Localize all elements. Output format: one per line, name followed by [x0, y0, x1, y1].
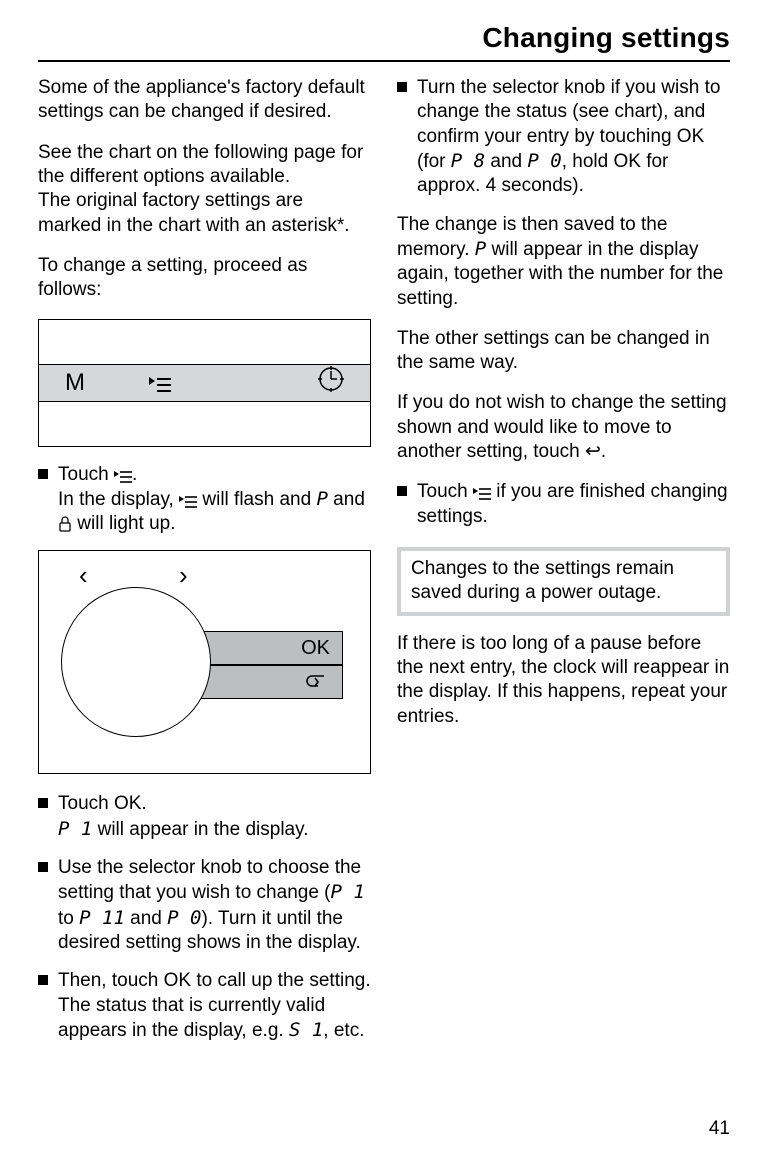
- code-P1b: P 1: [331, 881, 365, 903]
- b3-a: Use the selector knob to choose the sett…: [58, 857, 361, 903]
- lock-icon: [58, 516, 72, 532]
- intro-2a: See the chart on the following page for …: [38, 142, 363, 187]
- b1-post: .: [132, 464, 137, 485]
- right-step-2: Touch if you are finished changing setti…: [397, 480, 730, 529]
- rb1-mid: and: [485, 151, 527, 172]
- code-P: P: [316, 488, 327, 510]
- code-P11: P 11: [79, 907, 125, 929]
- page-number: 41: [38, 1118, 730, 1140]
- title-rule: [38, 60, 730, 62]
- left-step-2: Touch OK. P 1 will appear in the display…: [38, 792, 371, 842]
- selector-knob: [61, 587, 211, 737]
- code-P1: P 1: [58, 818, 92, 840]
- code-P2: P: [475, 238, 486, 260]
- right-step-1: Turn the selector knob if you wish to ch…: [397, 76, 730, 199]
- code-P0b: P 0: [527, 150, 561, 172]
- b2-a: Touch OK.: [58, 793, 147, 814]
- page-title: Changing settings: [38, 22, 730, 54]
- left-column: Some of the appliance's factory default …: [38, 76, 371, 1118]
- bullet-icon: [38, 975, 48, 985]
- b1-pre: Touch: [58, 464, 114, 485]
- ok-label: OK: [301, 636, 330, 662]
- left-step-3: Use the selector knob to choose the sett…: [38, 856, 371, 955]
- bullet-icon: [397, 486, 407, 496]
- b3-mid: to: [58, 908, 79, 929]
- code-P8: P 8: [451, 150, 485, 172]
- note-box: Changes to the settings remain saved dur…: [397, 547, 730, 616]
- mode-m-icon: M: [65, 371, 85, 395]
- intro-2b: The original factory settings are marked…: [38, 190, 350, 235]
- bullet-icon: [397, 82, 407, 92]
- list-icon: [149, 371, 171, 395]
- clock-icon: [318, 366, 344, 399]
- left-step-4: Then, touch OK to call up the setting. T…: [38, 969, 371, 1043]
- r-p4: If there is too long of a pause before t…: [397, 632, 730, 729]
- rb2-a: Touch: [417, 481, 473, 502]
- display-panel-figure: M: [38, 319, 371, 447]
- back-arrow-icon: [304, 673, 330, 691]
- bullet-icon: [38, 862, 48, 872]
- b3-and: and: [125, 908, 167, 929]
- b1l2-c: and: [328, 489, 365, 510]
- intro-2: See the chart on the following page for …: [38, 141, 371, 238]
- left-step-1: Touch . In the display, will flash and P…: [38, 463, 371, 537]
- chevron-left-icon: ‹: [79, 559, 88, 592]
- list-icon: [179, 495, 197, 509]
- r-p1: The change is then saved to the memory. …: [397, 213, 730, 311]
- page-root: Changing settings Some of the appliance'…: [0, 0, 768, 1158]
- bullet-icon: [38, 469, 48, 479]
- b2-b: will appear in the display.: [92, 819, 308, 840]
- b1l2-a: In the display,: [58, 489, 179, 510]
- list-icon: [473, 487, 491, 501]
- r-p3: If you do not wish to change the setting…: [397, 391, 730, 464]
- knob-figure: ‹ › OK: [38, 550, 371, 774]
- columns: Some of the appliance's factory default …: [38, 76, 730, 1118]
- bullet-icon: [38, 798, 48, 808]
- b1l2-d: will light up.: [72, 513, 176, 534]
- intro-3: To change a setting, proceed as follows:: [38, 254, 371, 303]
- right-column: Turn the selector knob if you wish to ch…: [397, 76, 730, 1118]
- code-S1: S 1: [289, 1019, 323, 1041]
- intro-1: Some of the appliance's factory default …: [38, 76, 371, 125]
- b1l2-b: will flash and: [197, 489, 316, 510]
- r-p2: The other settings can be changed in the…: [397, 327, 730, 376]
- code-P0: P 0: [167, 907, 201, 929]
- chevron-right-icon: ›: [179, 559, 188, 592]
- b4-b: , etc.: [323, 1020, 364, 1041]
- list-icon: [114, 470, 132, 484]
- panel-mid: M: [39, 365, 370, 401]
